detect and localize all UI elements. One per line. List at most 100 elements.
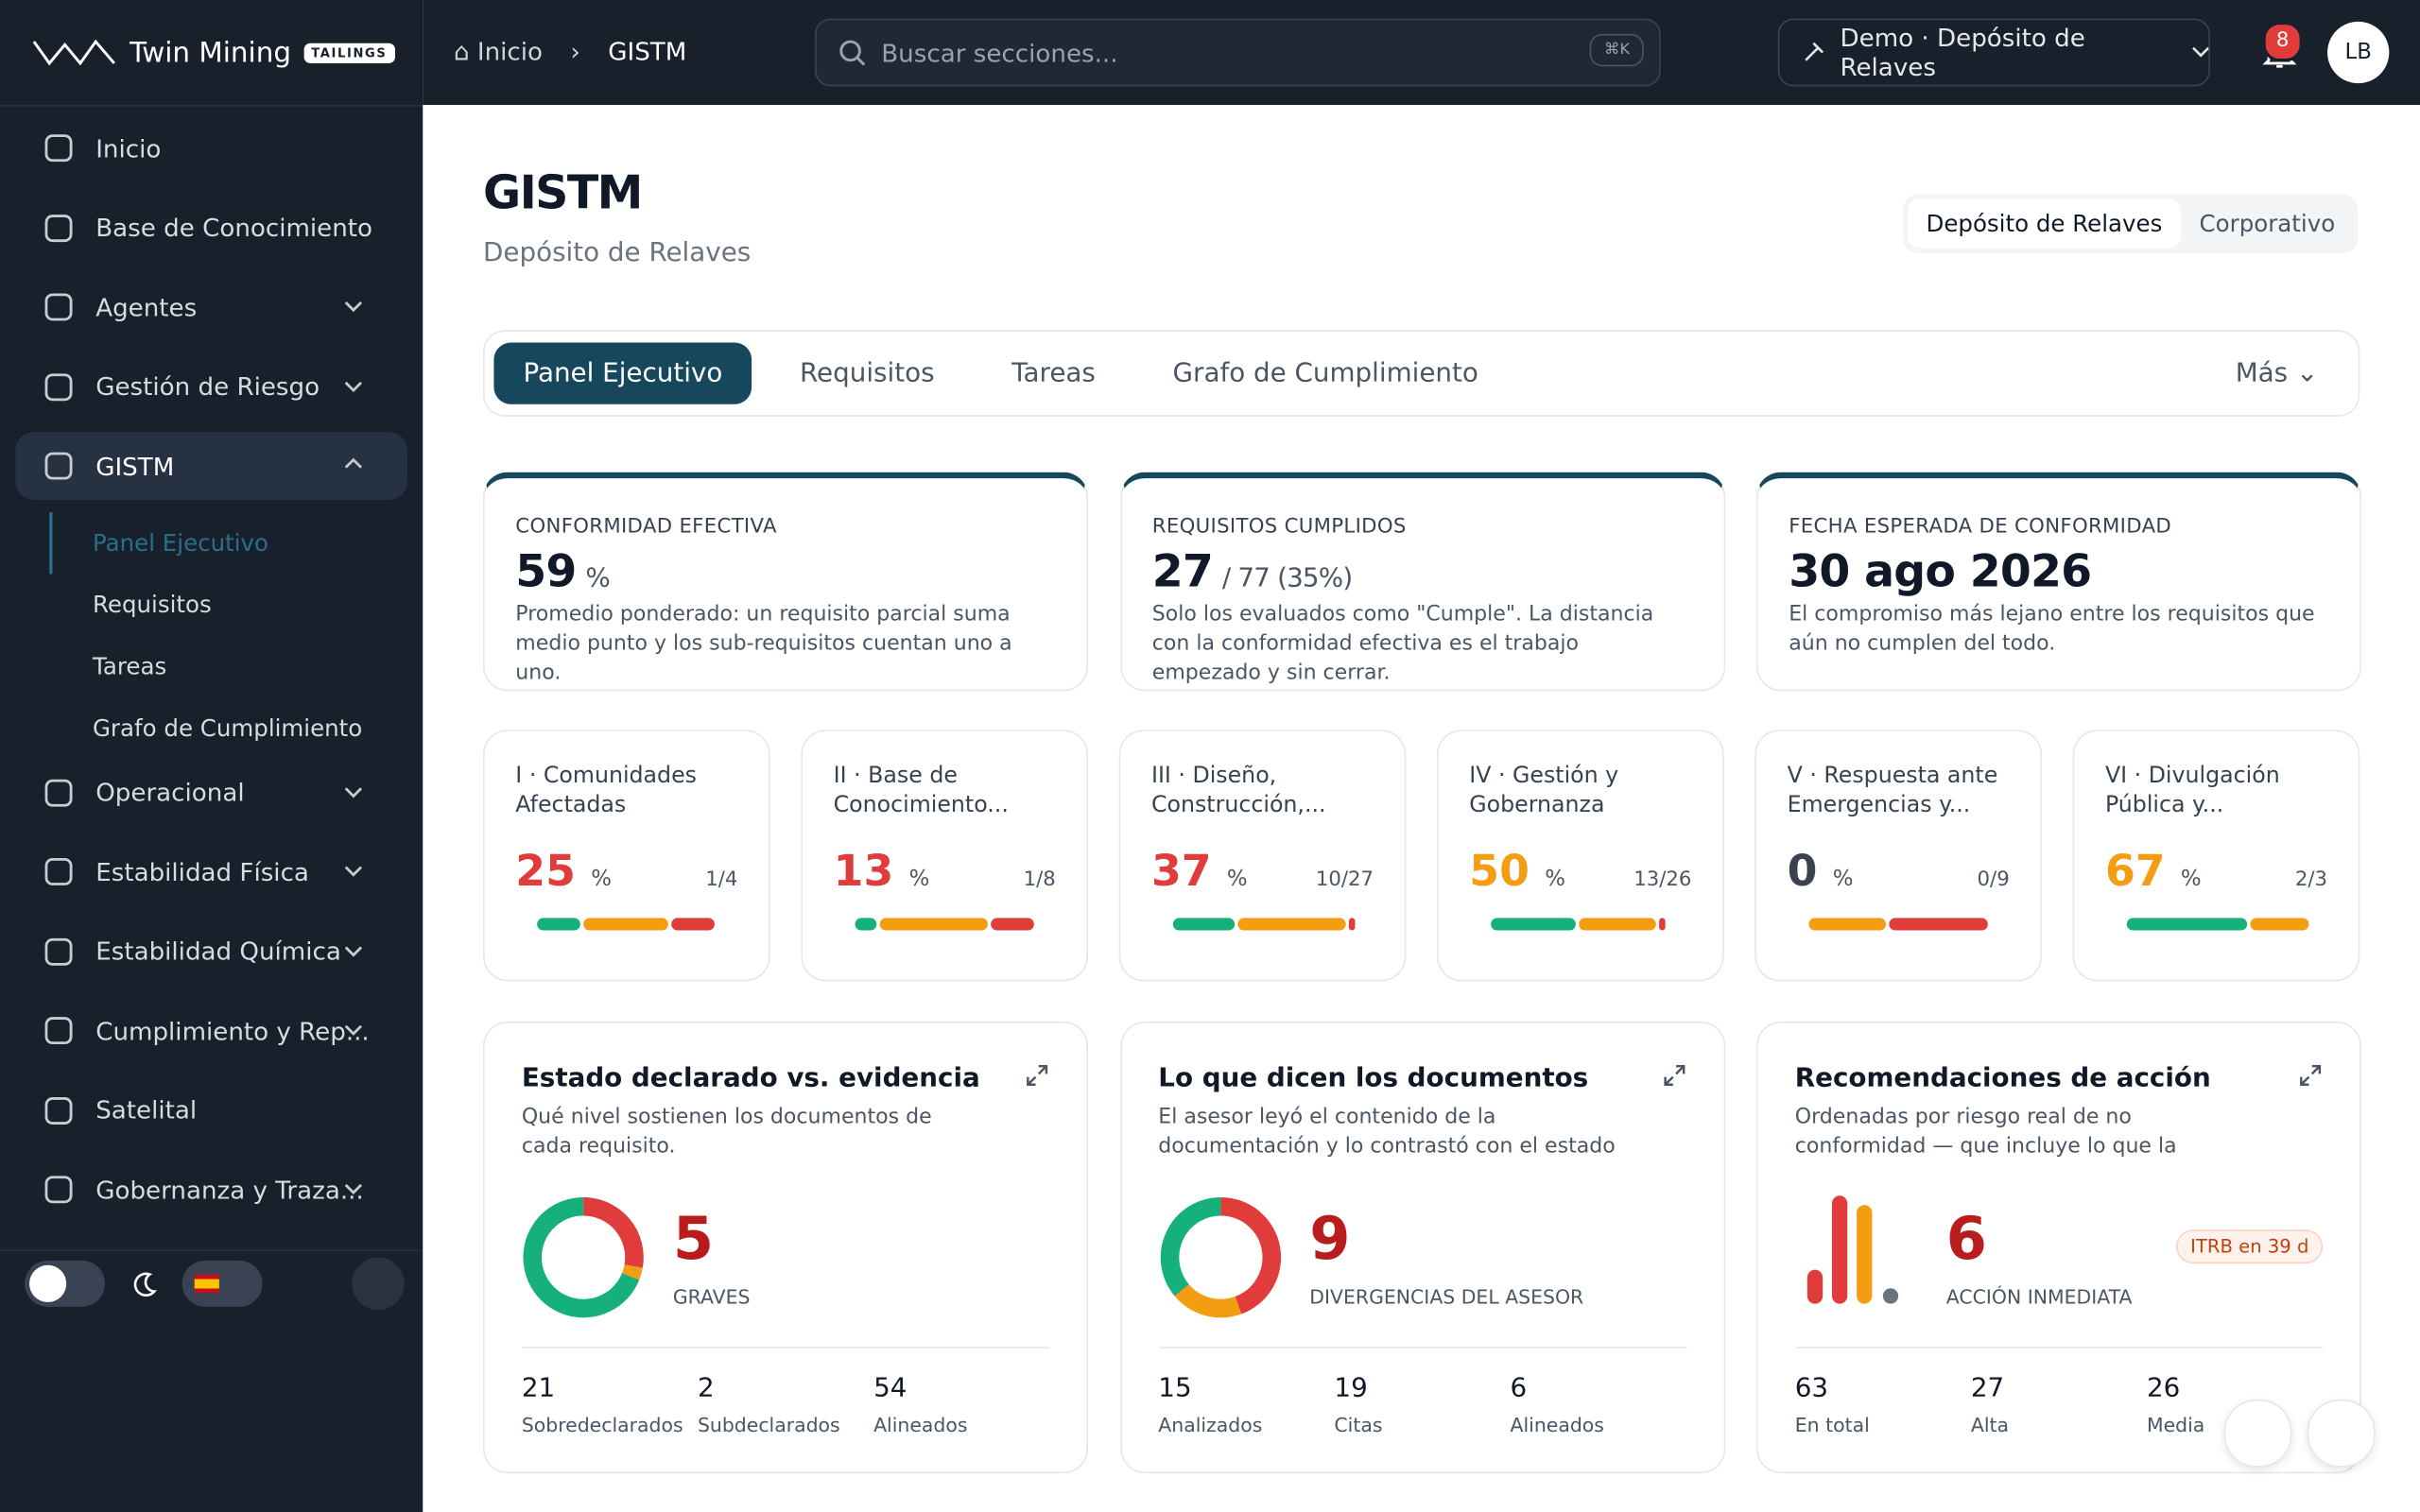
nav-label: Operacional: [95, 777, 245, 807]
principle-ratio: 0/9: [1977, 868, 2010, 892]
nav-label: Estabilidad Química: [95, 936, 341, 967]
tab[interactable]: Panel Ejecutivo: [493, 342, 752, 404]
kpi-description: El compromiso más lejano entre los requi…: [1789, 601, 2315, 656]
brand-name: Twin Mining: [130, 36, 292, 69]
kpi-value-row: 27/ 77 (35%): [1152, 544, 1692, 597]
tab[interactable]: Tareas: [1011, 357, 1096, 389]
principle-card[interactable]: I · Comunidades Afectadas 25% 1/4: [483, 730, 770, 982]
principle-unit: %: [2180, 867, 2202, 892]
sidebar-footer: [0, 1249, 424, 1318]
chevron: [344, 786, 363, 798]
kpi-card: FECHA ESPERADA DE CONFORMIDAD 30 ago 202…: [1755, 472, 2361, 692]
more-tab[interactable]: Más ⌄: [2235, 357, 2319, 389]
kpi-suffix: %: [585, 562, 610, 594]
stat-value: 6: [1510, 1373, 1528, 1404]
site-selector[interactable]: Demo · Depósito de Relaves: [1777, 18, 2210, 87]
search-shortcut: ⌘K: [1590, 33, 1644, 67]
tab[interactable]: Grafo de Cumplimiento: [1172, 357, 1478, 389]
nav-label: Cumplimiento y Rep...: [95, 1016, 370, 1046]
pin-button[interactable]: [352, 1257, 405, 1311]
crumb-label: Inicio: [476, 37, 544, 67]
chevron: [2191, 46, 2209, 58]
principle-label: VI · Divulgación Pública y...: [2104, 764, 2280, 818]
insight-stats: 21 Sobredeclarados 2 Subdeclarados 54 Alinead…: [521, 1347, 1050, 1436]
expand-icon[interactable]: [1662, 1063, 1686, 1088]
nav-icon: [44, 937, 73, 965]
nav-icon: [44, 778, 73, 806]
search[interactable]: Buscar secciones... ⌘K: [815, 18, 1661, 87]
nav-label: Gobernanza y Traza...: [95, 1175, 364, 1205]
stat-label: Citas: [1334, 1413, 1383, 1436]
principle-card[interactable]: III · Diseño, Construcción,... 37% 10/27: [1118, 730, 1407, 982]
nav-label: Satelital: [95, 1095, 198, 1125]
insight-stats: 15 Analizados 19 Citas 6 Alineados: [1158, 1347, 1686, 1436]
nav-item[interactable]: Agentes: [15, 273, 407, 341]
nav-label: Agentes: [95, 292, 198, 322]
principle-unit: %: [1832, 867, 1854, 892]
search-icon: [839, 40, 866, 66]
donut: [523, 1196, 644, 1318]
principle-unit: %: [591, 867, 612, 892]
nav-item[interactable]: Inicio: [15, 114, 407, 182]
help-button[interactable]: [2307, 1399, 2376, 1468]
stat-value: 21: [521, 1373, 556, 1404]
progress-bar: [2126, 918, 2327, 931]
nav-icon: [44, 214, 73, 242]
language-selector[interactable]: [182, 1260, 263, 1307]
kpi-value-row: 30 ago 2026: [1789, 544, 2328, 597]
avatar[interactable]: LB: [2327, 21, 2390, 84]
nav-item[interactable]: Operacional: [15, 758, 407, 826]
principle-unit: %: [908, 867, 930, 892]
deadline-badge: ITRB en 39 d: [2176, 1229, 2324, 1264]
principle-ratio: 13/26: [1634, 868, 1692, 892]
nav-subitem[interactable]: Requisitos: [92, 590, 212, 618]
nav-label: Estabilidad Física: [95, 856, 309, 886]
edit-button[interactable]: [2223, 1399, 2292, 1468]
principle-card[interactable]: II · Base de Conocimiento... 13% 1/8: [801, 730, 1089, 982]
expand-icon[interactable]: [2298, 1063, 2323, 1088]
principle-ratio: 10/27: [1315, 868, 1374, 892]
expand-icon[interactable]: [1025, 1063, 1049, 1088]
nav-icon: [44, 293, 73, 321]
nav-item[interactable]: Base de Conocimiento: [15, 194, 407, 262]
nav-item[interactable]: Satelital: [15, 1076, 407, 1144]
nav-item[interactable]: Gestión de Riesgo: [15, 352, 407, 421]
crumb-home[interactable]: ⌂ Inicio: [453, 37, 544, 67]
nav-item[interactable]: Estabilidad Química: [15, 918, 407, 986]
nav-subitem[interactable]: Tareas: [92, 651, 167, 680]
principle-ratio: 2/3: [2294, 868, 2328, 892]
insight-number: 9: [1309, 1205, 1351, 1273]
insight-number: 5: [672, 1205, 715, 1273]
stat: 2 Subdeclarados: [698, 1373, 873, 1436]
nav-subitem[interactable]: Grafo de Cumplimiento: [92, 713, 363, 742]
scope-option[interactable]: Depósito de Relaves: [1907, 198, 2181, 249]
kpi-card: REQUISITOS CUMPLIDOS 27/ 77 (35%) Solo l…: [1119, 472, 1725, 692]
nav-item[interactable]: GISTM: [15, 432, 408, 500]
principle-value: 50: [1469, 845, 1530, 897]
nav-icon: [44, 1017, 73, 1045]
stat-label: Alta: [1970, 1413, 2010, 1436]
nav-item[interactable]: Estabilidad Física: [15, 838, 407, 906]
scope-option[interactable]: Corporativo: [2199, 210, 2336, 238]
nav-submenu: Panel Ejecutivo Requisitos Tareas Grafo de …: [15, 511, 407, 758]
topbar: ⌂ Inicio › GISTM Buscar secciones... ⌘K …: [423, 0, 2420, 106]
principle-value: 67: [2104, 845, 2166, 897]
theme-toggle[interactable]: [25, 1260, 106, 1307]
principle-value-row: 0% 0/9: [1788, 846, 2010, 897]
stat-value: 27: [1970, 1373, 2005, 1404]
stat: 6 Alineados: [1511, 1373, 1686, 1436]
nav-subitem[interactable]: Panel Ejecutivo: [49, 511, 407, 574]
principle-card[interactable]: V · Respuesta ante Emergencias y... 0% 0/…: [1754, 730, 2042, 982]
nav-item[interactable]: Cumplimiento y Rep...: [15, 997, 407, 1065]
kpi-label: FECHA ESPERADA DE CONFORMIDAD: [1789, 515, 2172, 539]
principle-card[interactable]: VI · Divulgación Pública y... 67% 2/3: [2072, 730, 2360, 982]
nav-item[interactable]: Gobernanza y Traza...: [15, 1156, 407, 1224]
principle-label: V · Respuesta ante Emergencias y...: [1787, 764, 1998, 818]
tab[interactable]: Requisitos: [799, 357, 935, 389]
principle-card[interactable]: IV · Gestión y Gobernanza 50% 13/26: [1437, 730, 1724, 982]
principle-value-row: 25% 1/4: [515, 846, 737, 897]
chevron: [344, 381, 363, 392]
principle-value-row: 50% 13/26: [1469, 846, 1691, 897]
insight-number-label: ACCIÓN INMEDIATA: [1945, 1285, 2133, 1309]
